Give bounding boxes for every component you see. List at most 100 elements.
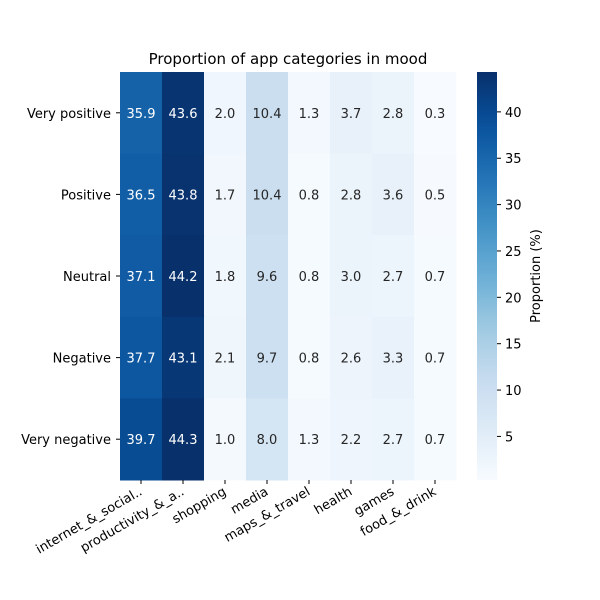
heatmap-cell: [414, 235, 457, 318]
colorbar-tick-label: 40: [505, 106, 522, 121]
cell-value-label: 3.6: [383, 188, 404, 203]
y-axis: Very positive Positive Neutral Negative Very…: [21, 107, 120, 448]
y-tick-label: Negative: [53, 352, 111, 367]
cell-value-label: 0.7: [425, 270, 446, 285]
heatmap-cell: [288, 72, 331, 155]
heatmap-cell: [330, 153, 373, 236]
heatmap-cell: [120, 72, 163, 155]
cell-value-label: 2.7: [383, 433, 404, 448]
colorbar-gradient: [477, 72, 497, 480]
cell-value-label: 0.7: [425, 433, 446, 448]
cell-value-label: 3.0: [341, 270, 362, 285]
heatmap-cell: [120, 153, 163, 236]
cell-value-label: 2.0: [215, 107, 236, 122]
cell-value-label: 0.8: [299, 270, 320, 285]
heatmap-cell: [330, 235, 373, 318]
heatmap-cell: [120, 398, 163, 481]
cell-value-label: 0.7: [425, 352, 446, 367]
heatmap-cell: [372, 72, 415, 155]
cell-value-label: 0.5: [425, 188, 446, 203]
cell-value-label: 1.8: [215, 270, 236, 285]
cell-value-label: 2.8: [383, 107, 404, 122]
cell-value-label: 43.1: [169, 352, 198, 367]
colorbar: 5 10 15 20 25 30 35 40 Proportion (%): [477, 72, 544, 480]
cell-value-label: 0.8: [299, 352, 320, 367]
heatmap-cell: [330, 398, 373, 481]
heatmap-cell: [246, 72, 289, 155]
y-tick-label: Very negative: [21, 433, 111, 448]
heatmap-cell: [246, 316, 289, 399]
heatmap-cell: [162, 316, 205, 399]
cell-value-label: 2.8: [341, 188, 362, 203]
heatmap-cell: [204, 72, 247, 155]
colorbar-label: Proportion (%): [529, 229, 544, 323]
heatmap-cell: [246, 153, 289, 236]
heatmap-cell: [288, 153, 331, 236]
heatmap-cell: [120, 235, 163, 318]
cell-value-label: 0.8: [299, 188, 320, 203]
colorbar-tick-label: 25: [505, 245, 522, 260]
heatmap-cell: [162, 153, 205, 236]
heatmap-cell: [246, 398, 289, 481]
colorbar-tick-label: 35: [505, 152, 522, 167]
heatmap-cell: [372, 398, 415, 481]
cell-value-label: 2.7: [383, 270, 404, 285]
cell-value-label: 37.7: [127, 352, 156, 367]
heatmap-cell: [204, 153, 247, 236]
y-tick-label: Positive: [61, 188, 111, 203]
heatmap-cell: [288, 316, 331, 399]
cell-value-label: 0.3: [425, 107, 446, 122]
cell-value-label: 10.4: [253, 188, 282, 203]
heatmap-cell: [372, 235, 415, 318]
heatmap-cell: [330, 316, 373, 399]
heatmap-cell: [414, 398, 457, 481]
cell-value-label: 3.7: [341, 107, 362, 122]
colorbar-tick-label: 30: [505, 199, 522, 214]
cell-value-label: 39.7: [127, 433, 156, 448]
cell-value-label: 43.8: [169, 188, 198, 203]
cell-value-label: 43.6: [169, 107, 198, 122]
cell-value-label: 2.1: [215, 352, 236, 367]
heatmap-cell: [204, 316, 247, 399]
cell-value-label: 1.3: [299, 107, 320, 122]
colorbar-tick-label: 10: [505, 384, 522, 399]
heatmap-cell: [288, 235, 331, 318]
heatmap-cell: [246, 235, 289, 318]
cell-value-label: 44.3: [169, 433, 198, 448]
cell-value-label: 37.1: [127, 270, 156, 285]
x-tick-label: health: [312, 484, 355, 518]
cell-value-label: 3.3: [383, 352, 404, 367]
heatmap-cell: [288, 398, 331, 481]
heatmap-cell: [372, 316, 415, 399]
heatmap-cell: [372, 153, 415, 236]
heatmap-cell: [120, 316, 163, 399]
cell-value-label: 44.2: [169, 270, 198, 285]
colorbar-tick-label: 15: [505, 338, 522, 353]
cell-value-label: 1.3: [299, 433, 320, 448]
chart-title: Proportion of app categories in mood: [149, 50, 428, 68]
heatmap-cell: [414, 72, 457, 155]
y-tick-label: Neutral: [63, 270, 111, 285]
cell-value-label: 9.7: [257, 352, 278, 367]
heatmap-cell: [162, 72, 205, 155]
heatmap-cell: [330, 72, 373, 155]
heatmap-cell: [162, 398, 205, 481]
cell-value-label: 8.0: [257, 433, 278, 448]
colorbar-tick-label: 20: [505, 291, 522, 306]
heatmap-cell: [204, 235, 247, 318]
heatmap-cell: [414, 153, 457, 236]
heatmap-cells: [120, 72, 457, 481]
cell-value-label: 9.6: [257, 270, 278, 285]
cell-value-label: 10.4: [253, 107, 282, 122]
cell-value-label: 36.5: [127, 188, 156, 203]
heatmap-cell: [162, 235, 205, 318]
cell-value-label: 2.6: [341, 352, 362, 367]
y-tick-label: Very positive: [27, 107, 111, 122]
heatmap-cell: [204, 398, 247, 481]
heatmap-cell: [414, 316, 457, 399]
colorbar-tick-label: 5: [505, 430, 513, 445]
x-axis: internet_&_social..productivity_&_a..sho…: [34, 480, 439, 557]
cell-value-label: 2.2: [341, 433, 362, 448]
cell-value-label: 1.0: [215, 433, 236, 448]
